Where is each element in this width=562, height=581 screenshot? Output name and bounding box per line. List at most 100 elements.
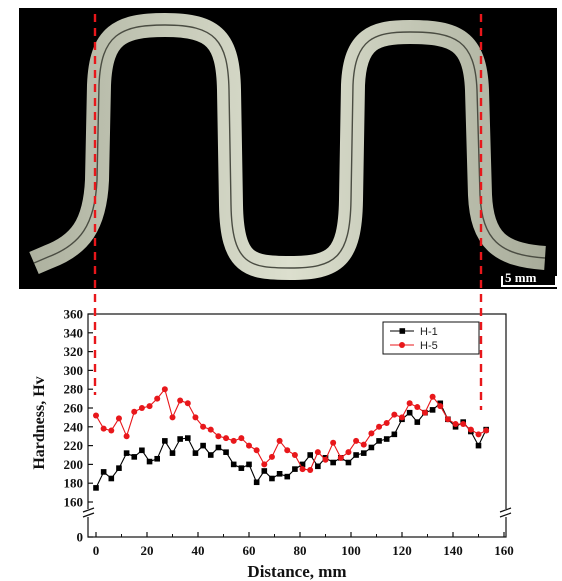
data-point-H-5 bbox=[452, 420, 459, 427]
data-point-H-5 bbox=[223, 435, 230, 442]
data-point-H-1 bbox=[391, 431, 398, 438]
data-point-H-1 bbox=[131, 454, 138, 460]
y-tick-label: 160 bbox=[64, 495, 84, 510]
data-point-H-5 bbox=[284, 447, 291, 454]
data-point-H-5 bbox=[230, 437, 237, 444]
data-point-H-5 bbox=[238, 435, 245, 442]
data-point-H-5 bbox=[376, 423, 383, 430]
data-point-H-1 bbox=[315, 463, 321, 470]
data-point-H-1 bbox=[414, 419, 421, 425]
x-axis-title: Distance, mm bbox=[247, 562, 346, 581]
data-point-H-5 bbox=[368, 430, 375, 437]
data-point-H-1 bbox=[330, 459, 336, 466]
data-point-H-1 bbox=[200, 442, 206, 449]
data-point-H-5 bbox=[93, 412, 99, 419]
data-point-H-5 bbox=[100, 425, 107, 432]
legend: H-1H-5 bbox=[382, 321, 480, 355]
y-tick-label: 340 bbox=[64, 325, 84, 340]
data-point-H-1 bbox=[376, 438, 382, 444]
data-point-H-5 bbox=[268, 453, 275, 460]
y-tick-label: 220 bbox=[64, 438, 84, 453]
data-point-H-1 bbox=[307, 452, 313, 458]
y-tick-label: 260 bbox=[64, 401, 84, 416]
x-tick-label: 100 bbox=[341, 543, 361, 558]
data-point-H-5 bbox=[192, 414, 199, 421]
data-point-H-1 bbox=[116, 465, 122, 471]
y-tick-label: 200 bbox=[64, 457, 84, 472]
data-point-H-5 bbox=[414, 404, 421, 411]
data-point-H-5 bbox=[246, 442, 252, 449]
x-tick-label: 20 bbox=[141, 543, 154, 558]
legend-label-H-5: H-5 bbox=[420, 340, 438, 352]
data-point-H-1 bbox=[93, 485, 99, 491]
data-point-H-5 bbox=[253, 447, 260, 454]
data-point-H-1 bbox=[123, 450, 130, 456]
x-tick-label: 160 bbox=[494, 543, 514, 558]
y-tick-label: 180 bbox=[64, 476, 84, 491]
legend-marker-H-1 bbox=[399, 328, 406, 334]
data-point-H-1 bbox=[238, 465, 245, 471]
series-line-H-5 bbox=[95, 388, 487, 471]
data-point-H-1 bbox=[207, 452, 214, 458]
series-H-5 bbox=[93, 386, 490, 474]
data-point-H-5 bbox=[353, 437, 360, 444]
data-point-H-1 bbox=[100, 469, 107, 475]
data-point-H-1 bbox=[299, 461, 306, 468]
data-point-H-5 bbox=[215, 433, 222, 440]
data-point-H-1 bbox=[406, 409, 413, 416]
data-point-H-1 bbox=[368, 444, 375, 451]
data-point-H-1 bbox=[292, 466, 298, 472]
data-point-H-5 bbox=[200, 423, 207, 430]
data-point-H-1 bbox=[253, 479, 260, 486]
data-point-H-1 bbox=[177, 436, 183, 442]
right-axis-break bbox=[499, 507, 512, 518]
data-point-H-5 bbox=[177, 397, 184, 404]
data-point-H-5 bbox=[123, 433, 130, 440]
data-point-H-5 bbox=[330, 439, 337, 446]
x-tick-label: 0 bbox=[93, 543, 100, 558]
data-point-H-1 bbox=[475, 442, 482, 449]
series-layer bbox=[93, 386, 490, 491]
data-point-H-5 bbox=[115, 415, 122, 422]
data-point-H-1 bbox=[429, 407, 436, 413]
data-point-H-1 bbox=[192, 450, 199, 456]
data-point-H-1 bbox=[345, 459, 352, 466]
x-tick-label: 40 bbox=[192, 543, 205, 558]
data-point-H-1 bbox=[169, 450, 176, 456]
data-point-H-5 bbox=[437, 403, 444, 410]
data-point-H-1 bbox=[154, 455, 160, 462]
data-point-H-5 bbox=[154, 395, 161, 402]
data-point-H-5 bbox=[429, 393, 436, 400]
data-point-H-5 bbox=[391, 411, 398, 418]
y-tick-label: 300 bbox=[64, 363, 84, 378]
data-point-H-1 bbox=[353, 452, 359, 458]
data-point-H-5 bbox=[337, 454, 344, 461]
y-tick-label: 280 bbox=[64, 382, 84, 397]
y-tick-label: 0 bbox=[77, 530, 84, 545]
data-point-H-1 bbox=[223, 449, 229, 455]
data-point-H-1 bbox=[246, 461, 252, 468]
y-tick-label: 320 bbox=[64, 344, 84, 359]
data-point-H-5 bbox=[483, 427, 490, 434]
y-axis-title: Hardness, Hv bbox=[31, 376, 48, 469]
data-point-H-5 bbox=[322, 456, 329, 463]
data-point-H-1 bbox=[162, 438, 168, 444]
y-tick-label: 240 bbox=[64, 419, 84, 434]
data-point-H-1 bbox=[284, 473, 291, 480]
data-point-H-1 bbox=[139, 447, 145, 454]
data-point-H-5 bbox=[108, 427, 115, 434]
data-point-H-1 bbox=[360, 450, 367, 456]
data-point-H-5 bbox=[314, 449, 321, 456]
x-tick-label: 80 bbox=[294, 543, 307, 558]
data-point-H-5 bbox=[291, 452, 298, 458]
micrograph-panel: 5 mm bbox=[19, 8, 557, 289]
plot-frame bbox=[87, 313, 507, 538]
data-point-H-5 bbox=[207, 426, 214, 433]
x-tick-label: 60 bbox=[243, 543, 256, 558]
data-point-H-1 bbox=[215, 444, 222, 451]
series-H-1 bbox=[93, 400, 489, 491]
y-tick-label: 360 bbox=[64, 307, 84, 322]
x-tick-label: 120 bbox=[392, 543, 412, 558]
data-point-H-1 bbox=[261, 468, 268, 474]
